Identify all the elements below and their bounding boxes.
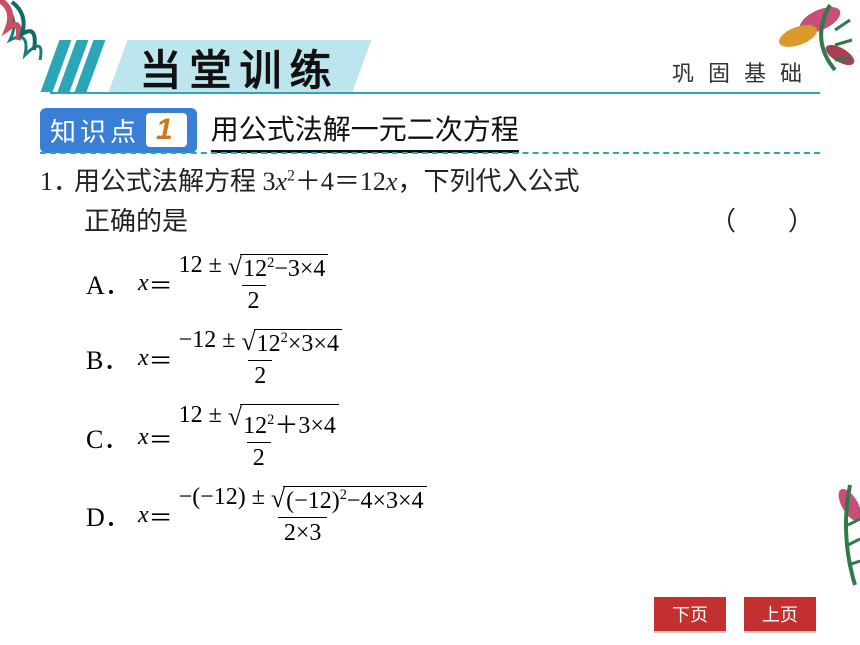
option-C: C． x＝ 12 ± √122＋3×4 2: [86, 402, 433, 472]
option-B-label: B．: [86, 340, 128, 377]
header: 当堂训练 巩固基础: [50, 36, 820, 94]
header-subtitle: 巩固基础: [672, 56, 820, 92]
header-title: 当堂训练: [140, 37, 340, 98]
question-equation: 3x2＋4＝12x: [263, 167, 398, 196]
dashed-divider: [40, 152, 820, 154]
question-number: 1．: [40, 162, 74, 202]
option-A-x: x: [138, 270, 149, 297]
header-stripes-icon: [41, 40, 120, 92]
question-text-part2: 正确的是: [84, 202, 188, 242]
knowledge-point-row: 知识点 1 用公式法解一元二次方程: [40, 108, 820, 152]
option-B: B． x＝ −12 ± √122×3×4 2: [86, 327, 433, 390]
option-A: A． x＝ 12 ± √122−3×4 2: [86, 252, 433, 315]
corner-deco-bottom-right: [820, 475, 860, 595]
option-B-fraction: −12 ± √122×3×4 2: [173, 327, 348, 390]
option-A-label: A．: [86, 265, 128, 302]
header-banner: 当堂训练: [109, 40, 372, 92]
option-C-label: C．: [86, 419, 128, 456]
knowledge-point-badge: 知识点 1: [40, 108, 197, 153]
next-page-button[interactable]: 下页: [654, 597, 726, 631]
option-A-numerator: 12 ± √122−3×4: [173, 252, 335, 285]
prev-page-button[interactable]: 上页: [744, 597, 816, 631]
option-D-fraction: −(−12) ± √(−12)2−4×3×4 2×3: [173, 484, 433, 547]
option-D-label: D．: [86, 497, 128, 534]
nav-buttons: 下页 上页: [654, 597, 816, 631]
option-D: D． x＝ −(−12) ± √(−12)2−4×3×4 2×3: [86, 484, 433, 547]
kp-title: 用公式法解一元二次方程: [211, 108, 519, 153]
kp-badge-label: 知识点: [50, 112, 140, 149]
option-B-x: x: [138, 345, 149, 372]
answer-blank: （ ）: [710, 202, 814, 242]
option-B-numerator: −12 ± √122×3×4: [173, 327, 348, 360]
question-line-1: 1． 用公式法解方程 3x2＋4＝12x，下列代入公式: [40, 162, 820, 202]
question-block: 1． 用公式法解方程 3x2＋4＝12x，下列代入公式 正确的是 （ ）: [40, 162, 820, 243]
option-B-denominator: 2: [248, 360, 272, 390]
option-D-numerator: −(−12) ± √(−12)2−4×3×4: [173, 484, 433, 517]
option-D-denominator: 2×3: [278, 517, 328, 547]
options-list: A． x＝ 12 ± √122−3×4 2 B． x＝ −12 ± √122×3…: [86, 252, 433, 559]
option-C-numerator: 12 ± √122＋3×4: [173, 402, 345, 442]
question-line-2: 正确的是 （ ）: [40, 202, 820, 242]
option-C-denominator: 2: [247, 442, 271, 472]
option-A-fraction: 12 ± √122−3×4 2: [173, 252, 335, 315]
option-C-x: x: [138, 424, 149, 451]
option-D-x: x: [138, 502, 149, 529]
kp-number: 1: [146, 113, 187, 147]
option-A-denominator: 2: [242, 285, 266, 315]
question-text-part1: 用公式法解方程 3x2＋4＝12x，下列代入公式: [74, 162, 579, 202]
option-C-fraction: 12 ± √122＋3×4 2: [173, 402, 345, 472]
